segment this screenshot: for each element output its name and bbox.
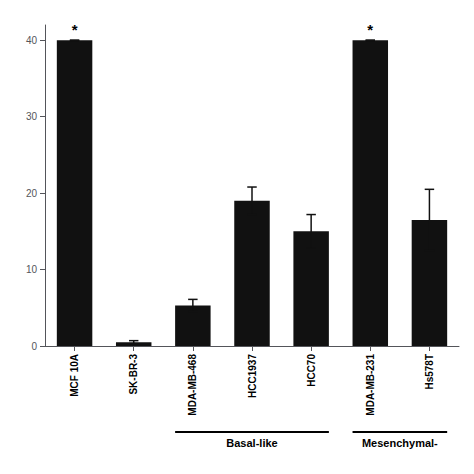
svg-text:*: * [72,21,78,38]
svg-text:*: * [367,21,373,38]
svg-text:Mesenchymal-: Mesenchymal- [362,437,438,449]
svg-text:HCC70: HCC70 [306,354,317,387]
svg-text:10: 10 [26,264,38,275]
svg-text:MCF 10A: MCF 10A [69,354,80,397]
svg-text:MDA-MB-231: MDA-MB-231 [365,354,376,416]
svg-text:Hs578T: Hs578T [424,354,435,390]
svg-text:20: 20 [26,188,38,199]
svg-text:40: 40 [26,35,38,46]
svg-text:HCC1937: HCC1937 [247,354,258,398]
svg-text:30: 30 [26,111,38,122]
svg-text:SK-BR-3: SK-BR-3 [128,354,139,395]
svg-text:Basal-like: Basal-like [226,437,277,449]
svg-text:0: 0 [31,341,37,352]
svg-text:MDA-MB-468: MDA-MB-468 [187,354,198,416]
